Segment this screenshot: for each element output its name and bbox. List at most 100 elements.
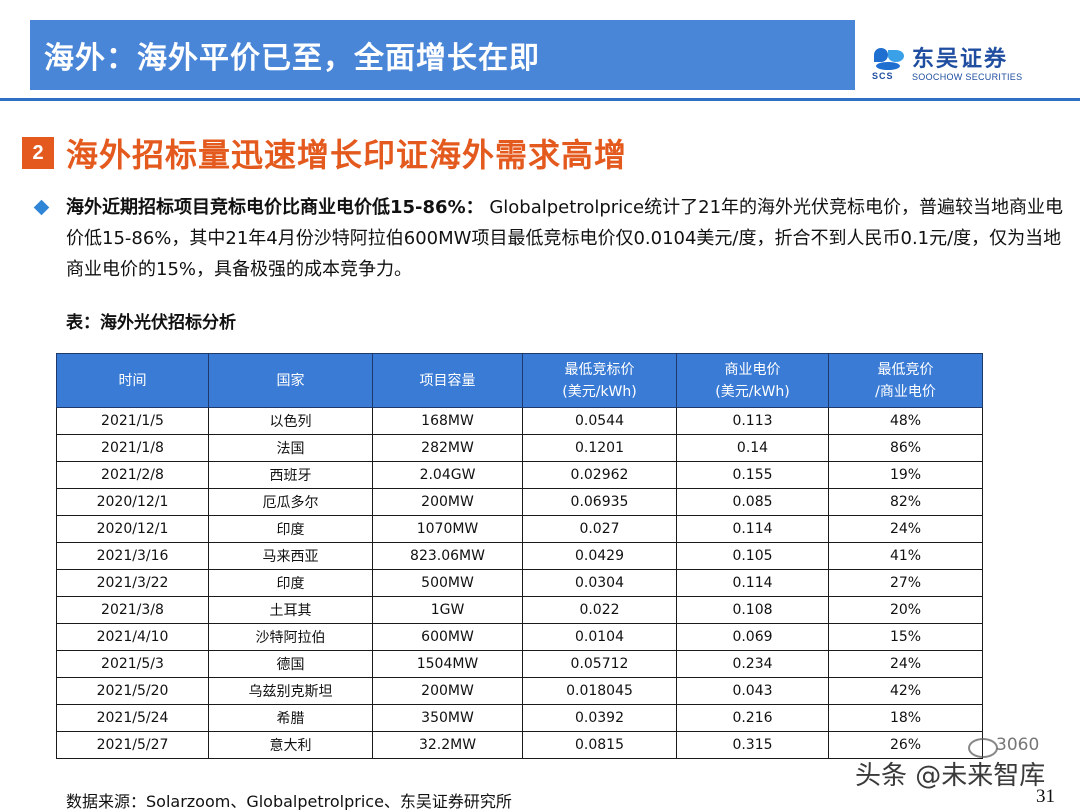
table-cell: 0.02962 bbox=[522, 461, 677, 489]
table-cell: 乌兹别克斯坦 bbox=[208, 677, 373, 705]
section-number-badge: 2 bbox=[22, 137, 54, 169]
table-cell: 0.0429 bbox=[522, 542, 677, 570]
table-cell: 26% bbox=[828, 731, 983, 759]
table-cell: 0.069 bbox=[676, 623, 829, 651]
table-cell: 600MW bbox=[372, 623, 523, 651]
table-cell: 印度 bbox=[208, 515, 373, 543]
table-cell: 27% bbox=[828, 569, 983, 597]
column-header: 国家 bbox=[208, 353, 373, 408]
table-caption: 表：海外光伏招标分析 bbox=[66, 313, 236, 333]
table-cell: 0.315 bbox=[676, 731, 829, 759]
column-header-line: 国家 bbox=[276, 372, 305, 389]
table-row: 2021/5/27 意大利 32.2MW 0.0815 0.315 26% bbox=[56, 731, 983, 759]
table-cell: 0.022 bbox=[522, 596, 677, 624]
table-cell: 2020/12/1 bbox=[56, 515, 209, 543]
table-cell: 0.14 bbox=[676, 434, 829, 462]
table-cell: 0.114 bbox=[676, 569, 829, 597]
table-row: 2021/5/24 希腊 350MW 0.0392 0.216 18% bbox=[56, 704, 983, 732]
table-cell: 0.113 bbox=[676, 407, 829, 435]
page-number: 31 bbox=[1036, 786, 1055, 807]
table-cell: 马来西亚 bbox=[208, 542, 373, 570]
table-cell: 2021/5/3 bbox=[56, 650, 209, 678]
diamond-bullet-icon bbox=[33, 199, 50, 216]
table-row: 2021/4/10 沙特阿拉伯 600MW 0.0104 0.069 15% bbox=[56, 623, 983, 651]
table-cell: 0.0104 bbox=[522, 623, 677, 651]
table-cell: 0.1201 bbox=[522, 434, 677, 462]
column-header: 时间 bbox=[56, 353, 209, 408]
table-cell: 0.085 bbox=[676, 488, 829, 516]
table-cell: 2020/12/1 bbox=[56, 488, 209, 516]
logo-name-en: SOOCHOW SECURITIES bbox=[912, 71, 1023, 82]
table-cell: 15% bbox=[828, 623, 983, 651]
table-cell: 0.0392 bbox=[522, 704, 677, 732]
table-cell: 48% bbox=[828, 407, 983, 435]
table-cell: 德国 bbox=[208, 650, 373, 678]
table-cell: 2021/3/22 bbox=[56, 569, 209, 597]
table-cell: 2021/1/5 bbox=[56, 407, 209, 435]
table-cell: 意大利 bbox=[208, 731, 373, 759]
table-cell: 2.04GW bbox=[372, 461, 523, 489]
column-header-line: (美元/kWh) bbox=[715, 383, 790, 400]
header-divider bbox=[0, 98, 1080, 101]
table-cell: 0.043 bbox=[676, 677, 829, 705]
table-cell: 0.0544 bbox=[522, 407, 677, 435]
table-cell: 24% bbox=[828, 515, 983, 543]
tender-table: 时间 国家 项目容量 最低竞标价 (美元/kWh) 商业电价 (美元/kWh) 最低竞价/商业… bbox=[56, 353, 983, 759]
table-row: 2021/3/22 印度 500MW 0.0304 0.114 27% bbox=[56, 569, 983, 597]
table-cell: 20% bbox=[828, 596, 983, 624]
table-cell: 82% bbox=[828, 488, 983, 516]
bullet-body: Globalpetrolprice统计了21年的海外光伏竞标电价，普遍较当地商业… bbox=[66, 197, 1064, 280]
table-cell: 200MW bbox=[372, 488, 523, 516]
table-cell: 500MW bbox=[372, 569, 523, 597]
table-cell: 0.105 bbox=[676, 542, 829, 570]
table-row: 2021/1/8 法国 282MW 0.1201 0.14 86% bbox=[56, 434, 983, 462]
table-cell: 0.216 bbox=[676, 704, 829, 732]
table-cell: 0.06935 bbox=[522, 488, 677, 516]
column-header: 商业电价 (美元/kWh) bbox=[676, 353, 829, 408]
column-header-line: /商业电价 bbox=[875, 383, 936, 400]
table-cell: 168MW bbox=[372, 407, 523, 435]
table-body: 2021/1/5 以色列 168MW 0.0544 0.113 48% 2021/1/8 法国… bbox=[56, 407, 983, 759]
table-cell: 2021/3/16 bbox=[56, 542, 209, 570]
table-row: 2020/12/1 印度 1070MW 0.027 0.114 24% bbox=[56, 515, 983, 543]
table-header-row: 时间 国家 项目容量 最低竞标价 (美元/kWh) 商业电价 (美元/kWh) 最低竞价/商业… bbox=[56, 353, 983, 408]
table-cell: 19% bbox=[828, 461, 983, 489]
table-cell: 42% bbox=[828, 677, 983, 705]
table-cell: 2021/5/20 bbox=[56, 677, 209, 705]
table-cell: 18% bbox=[828, 704, 983, 732]
column-header-line: 最低竞价 bbox=[877, 361, 934, 378]
table-cell: 2021/3/8 bbox=[56, 596, 209, 624]
table-cell: 86% bbox=[828, 434, 983, 462]
table-cell: 0.155 bbox=[676, 461, 829, 489]
table-cell: 2021/5/24 bbox=[56, 704, 209, 732]
table-cell: 41% bbox=[828, 542, 983, 570]
title-bar: 海外：海外平价已至，全面增长在即 bbox=[30, 20, 855, 90]
table-cell: 0.027 bbox=[522, 515, 677, 543]
table-cell: 0.234 bbox=[676, 650, 829, 678]
table-row: 2021/3/16 马来西亚 823.06MW 0.0429 0.105 41% bbox=[56, 542, 983, 570]
table-cell: 厄瓜多尔 bbox=[208, 488, 373, 516]
watermark-number: 3060 bbox=[996, 735, 1040, 755]
logo-name-cn: 东吴证券 bbox=[912, 46, 1009, 72]
table-cell: 2021/4/10 bbox=[56, 623, 209, 651]
table-cell: 0.114 bbox=[676, 515, 829, 543]
logo-mark-text: SCS bbox=[872, 70, 894, 81]
table-cell: 0.0815 bbox=[522, 731, 677, 759]
column-header: 项目容量 bbox=[372, 353, 523, 408]
table-cell: 1GW bbox=[372, 596, 523, 624]
table-cell: 1070MW bbox=[372, 515, 523, 543]
table-cell: 2021/5/27 bbox=[56, 731, 209, 759]
column-header: 最低竞标价 (美元/kWh) bbox=[522, 353, 677, 408]
table-cell: 印度 bbox=[208, 569, 373, 597]
table-cell: 32.2MW bbox=[372, 731, 523, 759]
table-cell: 0.05712 bbox=[522, 650, 677, 678]
data-source: 数据来源：Solarzoom、Globalpetrolprice、东吴证券研究所 bbox=[66, 792, 512, 810]
table-row: 2021/3/8 土耳其 1GW 0.022 0.108 20% bbox=[56, 596, 983, 624]
bullet-lead: 海外近期招标项目竞标电价比商业电价低15-86%： bbox=[66, 197, 484, 218]
column-header: 最低竞价/商业电价 bbox=[828, 353, 983, 408]
table-cell: 0.108 bbox=[676, 596, 829, 624]
table-cell: 200MW bbox=[372, 677, 523, 705]
table-cell: 1504MW bbox=[372, 650, 523, 678]
table-cell: 823.06MW bbox=[372, 542, 523, 570]
page-title: 海外：海外平价已至，全面增长在即 bbox=[44, 41, 540, 76]
